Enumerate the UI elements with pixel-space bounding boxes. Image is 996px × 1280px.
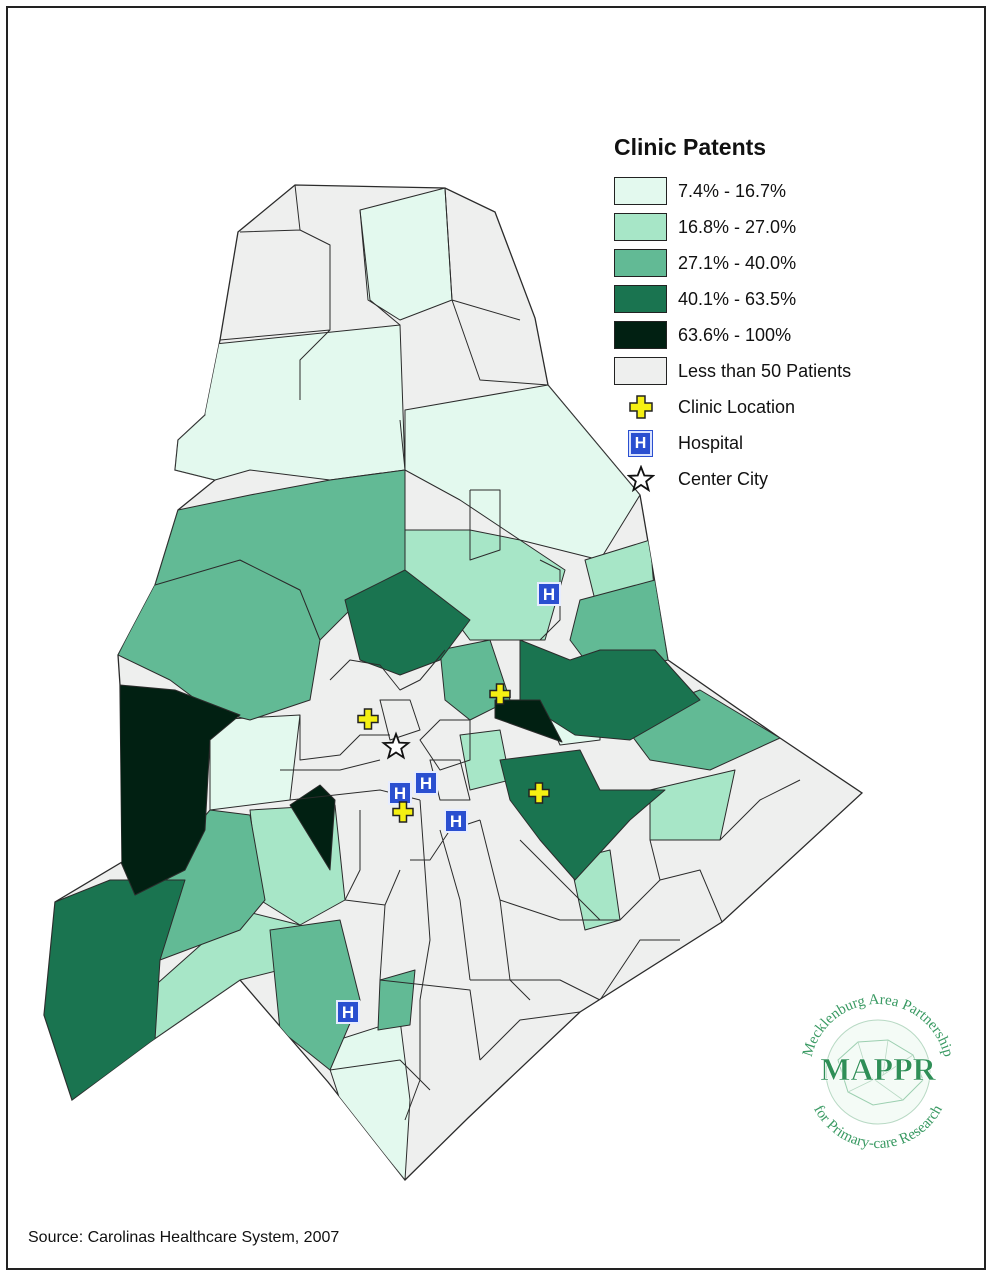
hospital-h-icon: H	[336, 1000, 360, 1024]
legend-label: 40.1% - 63.5%	[678, 288, 797, 309]
legend-item-class-4: 40.1% - 63.5%	[614, 281, 914, 317]
legend-item-class-1: 7.4% - 16.7%	[614, 173, 914, 209]
legend-label: Hospital	[678, 432, 744, 453]
svg-text:H: H	[543, 585, 555, 604]
plus-cross-icon	[357, 708, 379, 730]
legend-item-hospital: H Hospital	[614, 425, 914, 461]
legend-label: 27.1% - 40.0%	[678, 252, 797, 273]
legend-item-clinic: Clinic Location	[614, 389, 914, 425]
star-outline-icon	[381, 731, 411, 760]
svg-text:H: H	[342, 1003, 354, 1022]
tract-west-darkest	[119, 684, 241, 896]
tract-southwest-dark	[44, 879, 186, 1101]
mappr-logo: Mecklenburg Area Partnership MAPPR for P…	[800, 992, 956, 1152]
legend-item-class-2: 16.8% - 27.0%	[614, 209, 914, 245]
source-note: Source: Carolinas Healthcare System, 200…	[28, 1229, 340, 1246]
tract-north-c	[404, 384, 641, 561]
legend-label: Clinic Location	[678, 396, 796, 417]
tract-south-c	[269, 919, 361, 1071]
hospital-h-icon: H	[614, 429, 667, 457]
legend-item-class-5: 63.6% - 100%	[614, 317, 914, 353]
legend-item-class-3: 27.1% - 40.0%	[614, 245, 914, 281]
center-city-marker	[381, 731, 411, 760]
plus-cross-icon	[528, 782, 550, 804]
legend-swatch	[614, 321, 667, 349]
legend-label: 63.6% - 100%	[678, 324, 792, 345]
clinic-markers	[357, 683, 550, 823]
legend-item-center-city: Center City	[614, 461, 914, 497]
hospital-h-icon: H	[388, 781, 412, 805]
svg-text:H: H	[420, 774, 432, 793]
legend-label: Less than 50 Patients	[678, 360, 852, 381]
legend-label: 16.8% - 27.0%	[678, 216, 797, 237]
plus-cross-icon	[489, 683, 511, 705]
legend-title: Clinic Patents	[614, 134, 767, 160]
hospital-h-icon: H	[537, 582, 561, 606]
tract-south-d	[377, 969, 416, 1031]
tract-north-b	[174, 324, 406, 481]
legend-swatch	[614, 213, 667, 241]
plus-cross-icon	[392, 801, 414, 823]
legend-label: Center City	[678, 468, 769, 489]
tract-center-f	[439, 639, 511, 721]
tract-boundaries	[219, 185, 801, 1121]
legend-item-low-count: Less than 50 Patients	[614, 353, 914, 389]
svg-text:H: H	[394, 784, 406, 803]
plus-cross-icon	[614, 393, 667, 421]
star-outline-icon	[614, 465, 667, 493]
tract-east-darkest	[494, 699, 563, 743]
map-legend: Clinic Patents 7.4% - 16.7% 16.8% - 27.0…	[614, 134, 914, 497]
svg-text:H: H	[450, 812, 462, 831]
tract-north-dark	[344, 569, 471, 676]
legend-swatch	[614, 285, 667, 313]
legend-swatch	[614, 357, 667, 385]
logo-acronym: MAPPR	[820, 1051, 936, 1087]
tract-north-a	[359, 187, 453, 321]
hospital-h-icon: H	[444, 809, 468, 833]
legend-label: 7.4% - 16.7%	[678, 180, 787, 201]
hospital-h-icon: H	[414, 771, 438, 795]
tract-center-darkest	[289, 784, 336, 871]
legend-swatch	[614, 177, 667, 205]
legend-swatch	[614, 249, 667, 277]
